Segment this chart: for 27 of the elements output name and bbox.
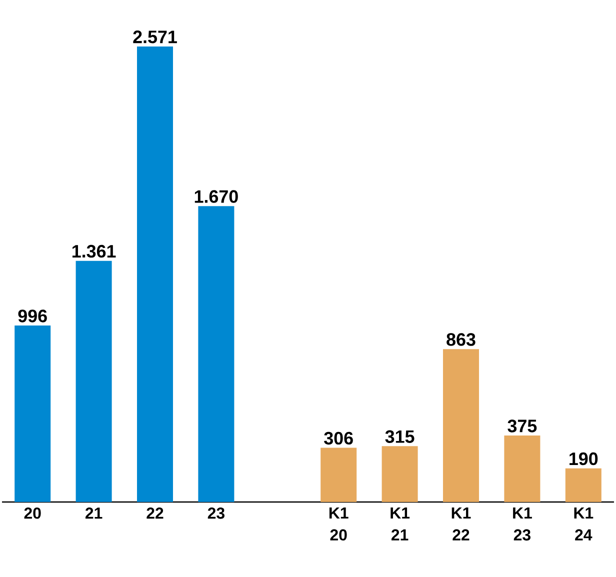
bar [198, 206, 234, 502]
x-tick-label: K1 22 [452, 508, 471, 540]
x-tick-label: 20 [24, 508, 41, 519]
data-label: 315 [385, 430, 414, 443]
x-tick-label: 21 [85, 508, 102, 519]
bar [320, 448, 357, 502]
bar [504, 436, 540, 502]
x-tick-label: K1 24 [574, 508, 594, 540]
data-label: 1.670 [194, 190, 238, 203]
bar [565, 468, 602, 502]
data-label: 996 [18, 310, 47, 322]
bar [382, 446, 418, 502]
data-label: 375 [508, 420, 537, 432]
x-tick-label: 22 [146, 508, 164, 519]
x-tick-label: K1 20 [329, 508, 348, 541]
bar [443, 349, 479, 502]
bar [14, 326, 51, 502]
x-tick-label: K1 21 [390, 508, 410, 540]
bar [76, 260, 112, 502]
x-tick-label: K1 23 [513, 508, 532, 541]
x-tick-label: 23 [208, 508, 224, 519]
bar [137, 46, 173, 502]
data-label: 2.571 [133, 30, 177, 44]
data-label: 1.361 [72, 244, 116, 258]
data-label: 190 [570, 452, 598, 466]
data-label: 306 [324, 432, 353, 445]
data-label: 863 [446, 333, 476, 346]
